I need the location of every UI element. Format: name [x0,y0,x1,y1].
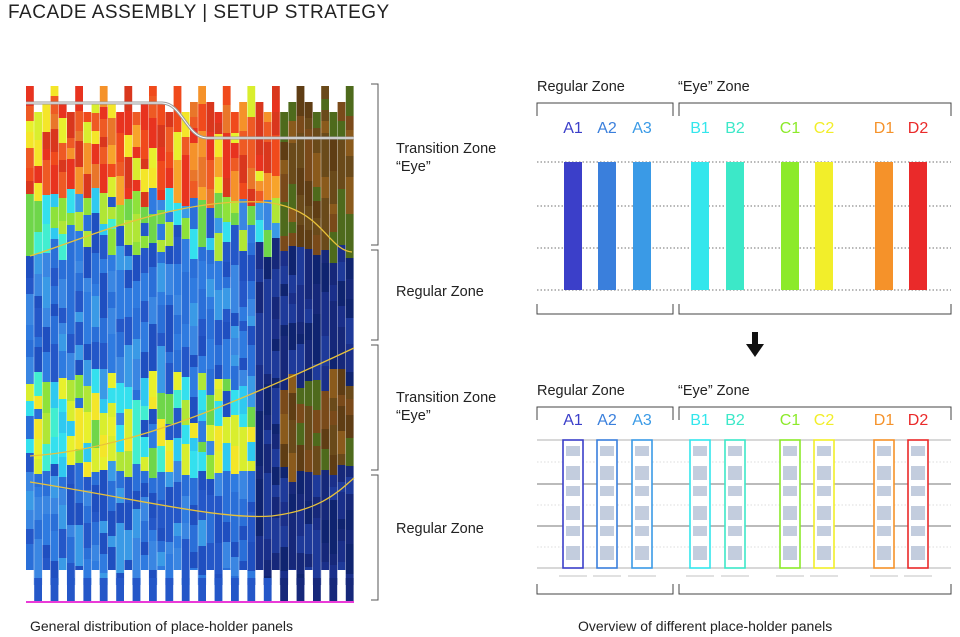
panel-label-a1: A1 [563,412,583,429]
bottom-eye-zone-label: “Eye” Zone [678,383,750,399]
panel-detail-b2 [721,439,749,577]
left-zone-brackets [371,83,379,601]
facade-distribution-graphic [26,86,355,603]
panel-overview-top [536,102,952,315]
zone-boundary-curve [29,477,355,518]
panel-detail-a1 [559,439,587,577]
panel-detail-d1 [870,439,898,577]
zone-label-regular-2: Regular Zone [396,521,484,537]
panel-label-b2: B2 [725,120,745,137]
panel-label-a3: A3 [632,120,652,137]
top-regular-zone-label: Regular Zone [537,79,625,95]
panel-bar-b2 [726,162,744,290]
panel-label-d2: D2 [907,412,929,429]
page-title: FACADE ASSEMBLY | SETUP STRATEGY [8,2,390,23]
panel-label-a2: A2 [597,412,617,429]
zone-boundary-curve [29,201,353,257]
panel-label-a1: A1 [563,120,583,137]
panel-bar-b1 [691,162,709,290]
panel-bar-c1 [781,162,799,290]
panel-label-c2: C2 [813,412,835,429]
caption-right: Overview of different place-holder panel… [578,618,833,634]
zone-boundary-curve [29,347,355,457]
panel-label-c2: C2 [813,120,835,137]
caption-left: General distribution of place-holder pan… [30,618,294,634]
panel-label-d1: D1 [873,412,895,429]
panel-bar-c2 [815,162,833,290]
panel-bar-d1 [875,162,893,290]
panel-bar-a2 [598,162,616,290]
panel-detail-c2 [810,439,838,577]
panel-overview-bottom [536,406,952,595]
panel-label-d2: D2 [907,120,929,137]
zone-label-regular-1: Regular Zone [396,284,484,300]
panel-label-b1: B1 [690,412,710,429]
panel-label-c1: C1 [779,120,801,137]
panel-label-b2: B2 [725,412,745,429]
zone-label-transition-1: Transition Zone “Eye” [396,141,497,175]
top-eye-zone-label: “Eye” Zone [678,79,750,95]
panel-detail-c1 [776,439,804,577]
panel-label-d1: D1 [873,120,895,137]
panel-bar-a3 [633,162,651,290]
down-arrow-icon [746,332,764,357]
panel-detail-d2 [904,439,932,577]
panel-bar-a1 [564,162,582,290]
panel-label-c1: C1 [779,412,801,429]
panel-detail-a3 [628,439,656,577]
panel-label-a3: A3 [632,412,652,429]
zone-label-transition-2: Transition Zone “Eye” [396,390,497,424]
panel-label-b1: B1 [690,120,710,137]
panel-detail-a2 [593,439,621,577]
panel-bar-d2 [909,162,927,290]
panel-label-a2: A2 [597,120,617,137]
panel-detail-b1 [686,439,714,577]
bottom-regular-zone-label: Regular Zone [537,383,625,399]
